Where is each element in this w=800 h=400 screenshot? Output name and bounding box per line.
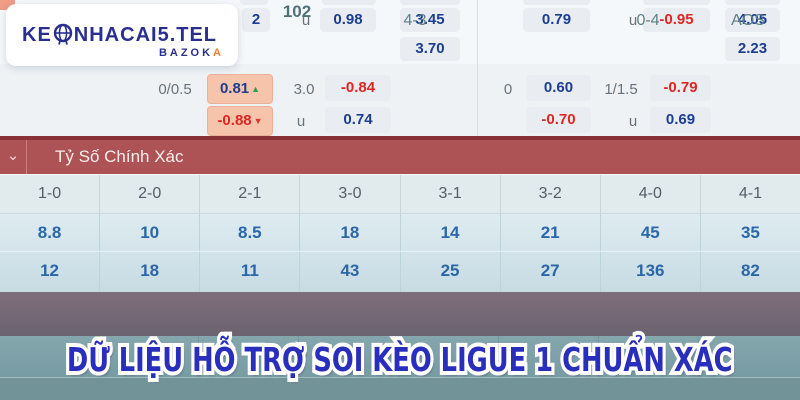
- odds-box-stub: [240, 0, 268, 5]
- odds-box[interactable]: 0.60: [526, 75, 591, 101]
- corner-decoration: [0, 0, 15, 10]
- handicap-label: 3.0: [293, 81, 315, 98]
- over-under-label: u: [296, 113, 306, 130]
- chevron-down-icon[interactable]: ⌄: [0, 140, 27, 174]
- logo-text-prefix: KE: [22, 24, 52, 46]
- odds-box[interactable]: 0.98: [320, 8, 376, 32]
- odds-box[interactable]: 3.45: [400, 8, 460, 32]
- odds-box[interactable]: 0.74: [325, 107, 391, 133]
- odds-box[interactable]: -0.84: [325, 75, 391, 101]
- score-odds-cell[interactable]: 12: [0, 252, 101, 292]
- score-header-row: 1-0 2-0 2-1 3-0 3-1 3-2 4-0 4-1: [0, 175, 800, 214]
- score-odds-cell[interactable]: 136: [601, 252, 701, 292]
- odds-column-divider: [477, 0, 478, 136]
- score-header-cell: 1-0: [0, 175, 101, 213]
- globe-mascot-icon: [53, 23, 72, 45]
- odds-box[interactable]: 3.70: [400, 37, 460, 61]
- score-odds-cell[interactable]: 8.5: [200, 214, 301, 251]
- odds-box-highlighted[interactable]: -0.88 ▼: [207, 106, 273, 136]
- score-header-cell: 4-0: [601, 175, 701, 213]
- odds-box[interactable]: -0.79: [650, 75, 711, 101]
- score-odds-cell[interactable]: 45: [601, 214, 701, 251]
- odds-box-stub: [643, 0, 710, 5]
- over-under-label: u: [301, 12, 311, 29]
- promo-banner-text: DỮ LIỆU HỖ TRỢ SOI KÈO LIGUE 1 CHUẨN XÁC: [67, 339, 733, 379]
- odds-box[interactable]: 4.05: [725, 8, 780, 32]
- odds-box-stub: [725, 0, 780, 5]
- score-header-cell: 3-1: [401, 175, 501, 213]
- odds-box[interactable]: 2.23: [725, 37, 780, 61]
- odds-box[interactable]: 0.79: [523, 8, 590, 32]
- promo-banner-outline: DỮ LIỆU HỖ TRỢ SOI KÈO LIGUE 1 CHUẨN XÁC: [64, 336, 736, 383]
- score-odds-cell[interactable]: 11: [200, 252, 301, 292]
- score-odds-cell[interactable]: 102: [282, 2, 312, 21]
- score-odds-cell[interactable]: 35: [740, 223, 760, 242]
- score-odds-cell[interactable]: 10: [100, 214, 201, 251]
- odds-box-stub: [400, 0, 460, 5]
- odds-box-stub: [322, 0, 376, 5]
- score-header-cell: AOS: [731, 12, 765, 29]
- score-odds-cell[interactable]: 25: [401, 252, 501, 292]
- score-odds-cell[interactable]: 14: [401, 214, 501, 251]
- logo-tagline: BAZOKA: [158, 47, 224, 59]
- score-header-cell: 3-0: [300, 175, 401, 213]
- score-header-cell: 0-4: [636, 12, 660, 29]
- score-header-cell: 4-3: [403, 12, 427, 29]
- section-title: Tỷ Số Chính Xác: [55, 147, 184, 166]
- handicap-label: 0/0.5: [158, 81, 192, 98]
- odds-box-highlighted[interactable]: 0.81 ▲: [207, 74, 273, 104]
- score-odds-row: 12 18 11 43 25 27 136 82: [0, 251, 800, 293]
- score-odds-cell[interactable]: 18: [300, 214, 401, 251]
- score-odds-cell[interactable]: 21: [501, 214, 601, 251]
- score-header-cell: 2-0: [100, 175, 201, 213]
- odds-value: -0.88: [217, 112, 252, 129]
- odds-up-arrow-icon: ▲: [251, 84, 261, 94]
- over-under-label: u: [628, 113, 638, 130]
- odds-value: 0.81: [219, 80, 250, 97]
- section-bar: [0, 140, 800, 174]
- over-under-label: u: [628, 12, 638, 29]
- odds-box[interactable]: -0.95: [643, 8, 710, 32]
- score-odds-cell[interactable]: 27: [501, 252, 601, 292]
- odds-down-arrow-icon: ▼: [253, 116, 263, 126]
- site-logo[interactable]: KE NHACAI5.TEL BAZOKA: [6, 4, 238, 66]
- bottom-odds-row: [0, 378, 800, 400]
- odds-box[interactable]: 2: [242, 8, 270, 32]
- handicap-label: 1/1.5: [604, 81, 638, 98]
- score-odds-cell[interactable]: 18: [100, 252, 201, 292]
- score-odds-cell[interactable]: 43: [300, 252, 401, 292]
- promo-banner: DỮ LIỆU HỖ TRỢ SOI KÈO LIGUE 1 CHUẨN XÁC…: [0, 331, 800, 387]
- odds-box[interactable]: 0.69: [650, 107, 711, 133]
- score-header-cell: 3-2: [501, 175, 601, 213]
- score-odds-cell[interactable]: 82: [740, 261, 760, 280]
- score-header-cell: 2-1: [200, 175, 301, 213]
- score-odds-cell[interactable]: 8.8: [0, 214, 101, 251]
- score-odds-row: 8.8 10 8.5 18 14 21 45 35: [0, 214, 800, 251]
- odds-box-stub: [523, 0, 590, 5]
- logo-text-suffix: NHACAI5.TEL: [73, 24, 218, 46]
- odds-box[interactable]: -0.70: [526, 107, 591, 133]
- logo-text: KE NHACAI5.TEL: [22, 23, 217, 47]
- score-header-cell: 4-1: [738, 185, 762, 202]
- bottom-header-row: [0, 336, 800, 378]
- overlay-band: [0, 292, 800, 336]
- section-top-border: [0, 136, 800, 140]
- handicap-label: 0: [503, 81, 513, 98]
